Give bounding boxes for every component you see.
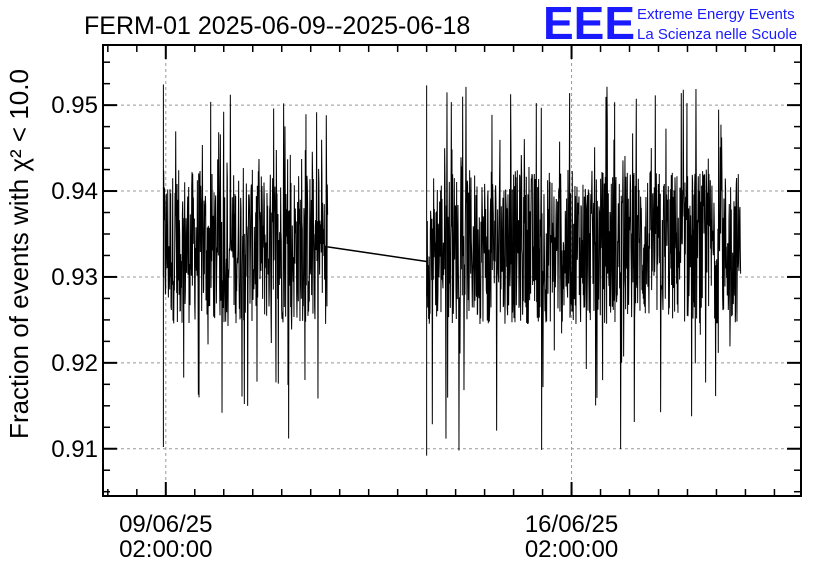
x-tick-label: 09/06/25 bbox=[119, 511, 212, 538]
series-segment bbox=[162, 94, 329, 439]
x-tick-label: 16/06/25 bbox=[525, 511, 618, 538]
tick-marks bbox=[103, 45, 801, 496]
eee-logo-letters: EEE bbox=[543, 0, 635, 49]
y-tick-label: 0.93 bbox=[51, 264, 98, 291]
eee-logo: EEE Extreme Energy Events La Scienza nel… bbox=[543, 0, 797, 49]
eee-logo-line1: Extreme Energy Events bbox=[637, 6, 795, 23]
chart-title: FERM-01 2025-06-09--2025-06-18 bbox=[84, 12, 470, 40]
y-tick-label: 0.95 bbox=[51, 92, 98, 119]
plot-frame bbox=[102, 44, 802, 497]
x-tick-label: 02:00:00 bbox=[119, 536, 212, 563]
series-line bbox=[162, 84, 742, 456]
y-tick-label: 0.92 bbox=[51, 350, 98, 377]
eee-logo-line2: La Scienza nelle Scuole bbox=[637, 26, 797, 43]
x-tick-label: 02:00:00 bbox=[525, 536, 618, 563]
y-axis-label: Fraction of events with χ² < 10.0 bbox=[4, 69, 34, 439]
y-tick-labels: 0.91 0.92 0.93 0.94 0.95 bbox=[51, 92, 98, 463]
series-segment bbox=[426, 86, 742, 451]
y-tick-label: 0.91 bbox=[51, 436, 98, 463]
gap-connector-line bbox=[327, 246, 427, 263]
y-tick-label: 0.94 bbox=[51, 178, 98, 205]
